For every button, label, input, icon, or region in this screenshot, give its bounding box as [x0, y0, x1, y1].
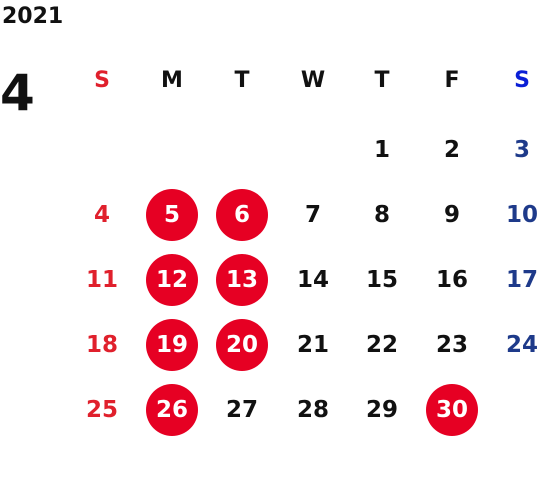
weekday-header-wed: W [300, 67, 326, 93]
calendar-day-23: 23 [435, 332, 468, 358]
weekday-header-mon: M [161, 67, 183, 93]
calendar-day-3: 3 [513, 137, 530, 163]
calendar-day-11: 11 [85, 267, 118, 293]
calendar-day-29: 29 [365, 397, 398, 423]
calendar-day-14: 14 [296, 267, 329, 293]
calendar-day-7: 7 [304, 202, 321, 228]
calendar-day-21: 21 [296, 332, 329, 358]
calendar-day-24: 24 [505, 332, 538, 358]
calendar-day-20: 20 [216, 319, 268, 371]
calendar-day-28: 28 [296, 397, 329, 423]
calendar-day-15: 15 [365, 267, 398, 293]
calendar-day-10: 10 [505, 202, 538, 228]
calendar-day-25: 25 [85, 397, 118, 423]
weekday-header-tue: T [234, 67, 250, 93]
calendar-day-2: 2 [443, 137, 460, 163]
calendar-day-12: 12 [146, 254, 198, 306]
calendar-day-13: 13 [216, 254, 268, 306]
calendar-day-4: 4 [93, 202, 110, 228]
weekday-header-sun: S [94, 67, 110, 93]
calendar-day-27: 27 [225, 397, 258, 423]
weekday-header-thu: T [374, 67, 390, 93]
calendar-day-26: 26 [146, 384, 198, 436]
calendar-day-19: 19 [146, 319, 198, 371]
calendar-day-5: 5 [146, 189, 198, 241]
weekday-header-sat: S [514, 67, 530, 93]
weekday-header-fri: F [444, 67, 460, 93]
calendar-day-9: 9 [443, 202, 460, 228]
calendar-day-8: 8 [373, 202, 390, 228]
calendar-day-18: 18 [85, 332, 118, 358]
calendar-day-1: 1 [373, 137, 390, 163]
calendar-year: 2021 [2, 4, 64, 29]
calendar-day-22: 22 [365, 332, 398, 358]
calendar-day-16: 16 [435, 267, 468, 293]
calendar-month: 4 [0, 64, 35, 122]
calendar-day-30: 30 [426, 384, 478, 436]
calendar-day-17: 17 [505, 267, 538, 293]
calendar-day-6: 6 [216, 189, 268, 241]
